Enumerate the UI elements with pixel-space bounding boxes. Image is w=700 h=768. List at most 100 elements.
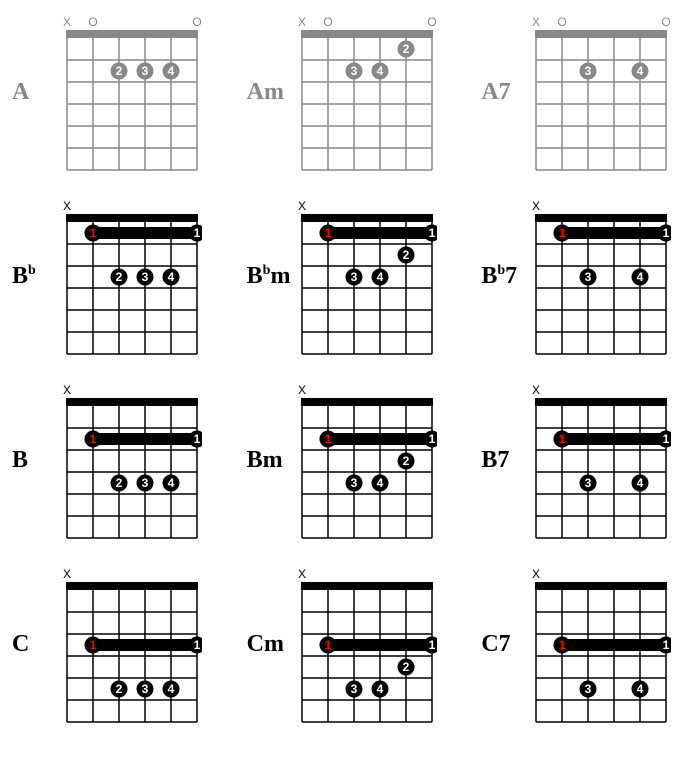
chord-name: Bbm <box>247 264 291 288</box>
string-marker: X <box>532 383 540 397</box>
chord-cell: BmX11342 <box>247 380 454 540</box>
fretboard-svg: X11234 <box>62 564 202 724</box>
chord-diagram: XOO234 <box>62 12 219 172</box>
barre-label: 1 <box>324 638 331 652</box>
fretboard-svg: X 1 1 3 4 2 <box>297 564 437 724</box>
fretboard-svg: XOO34 <box>531 12 671 172</box>
chord-cell: BbX11234 <box>12 196 219 356</box>
string-marker: X <box>532 567 540 581</box>
nut <box>66 582 198 590</box>
chord-name: Cm <box>247 632 291 656</box>
finger-label: 4 <box>168 682 175 696</box>
chord-diagram: X 1 1 3 4 <box>531 196 688 356</box>
barre <box>554 433 672 445</box>
finger-label: 2 <box>116 682 123 696</box>
string-marker: X <box>63 567 71 581</box>
string-marker: X <box>532 199 540 213</box>
finger-label: 3 <box>585 476 592 490</box>
chord-diagram: XOO34 <box>531 12 688 172</box>
finger-label: 2 <box>116 476 123 490</box>
chord-cell: AmXOO342 <box>247 12 454 172</box>
finger-label: 4 <box>637 476 644 490</box>
finger-label: 2 <box>402 660 409 674</box>
string-marker: O <box>558 15 567 29</box>
barre <box>85 433 203 445</box>
finger-label: 4 <box>168 64 175 78</box>
barre-label: 1 <box>428 638 435 652</box>
finger-label: 4 <box>376 682 383 696</box>
barre-label: 1 <box>663 226 670 240</box>
barre <box>319 433 437 445</box>
chord-chart-grid: AXOO234AmXOO342A7XOO34BbX11234BbmX11342B… <box>12 12 688 724</box>
chord-name: Bb7 <box>481 264 525 288</box>
finger-label: 2 <box>402 42 409 56</box>
barre-label: 1 <box>90 226 97 240</box>
chord-diagram: X11234 <box>62 196 219 356</box>
string-marker: X <box>298 199 306 213</box>
chord-name: B <box>12 448 56 472</box>
string-marker: X <box>63 15 71 29</box>
barre-label: 1 <box>428 226 435 240</box>
string-marker: X <box>298 567 306 581</box>
chord-diagram: X11234 <box>62 380 219 540</box>
chord-name: Bm <box>247 448 291 472</box>
finger-label: 3 <box>142 64 149 78</box>
finger-label: 4 <box>637 64 644 78</box>
string-marker: O <box>662 15 671 29</box>
chord-cell: BbmX11342 <box>247 196 454 356</box>
chord-name: A <box>12 80 56 104</box>
chord-name: Bb <box>12 264 56 288</box>
string-marker: X <box>532 15 540 29</box>
string-marker: X <box>63 199 71 213</box>
barre <box>554 227 672 239</box>
string-marker: X <box>298 15 306 29</box>
fretboard-svg: X11342 <box>297 196 437 356</box>
barre <box>319 639 437 651</box>
finger-label: 4 <box>168 476 175 490</box>
nut <box>66 30 198 38</box>
barre-label: 1 <box>194 432 201 446</box>
fretboard-svg: X 1 1 3 4 <box>531 196 671 356</box>
barre <box>554 639 672 651</box>
finger-label: 4 <box>376 270 383 284</box>
finger-label: 4 <box>376 476 383 490</box>
finger-label: 4 <box>637 682 644 696</box>
chord-cell: A7XOO34 <box>481 12 688 172</box>
finger-label: 3 <box>350 270 357 284</box>
chord-cell: AXOO234 <box>12 12 219 172</box>
chord-cell: B7X1134 <box>481 380 688 540</box>
nut <box>301 214 433 222</box>
chord-diagram: X 1 1 3 4 2 <box>297 564 454 724</box>
chord-diagram: X1134 <box>531 564 688 724</box>
barre-label: 1 <box>663 638 670 652</box>
fretboard-svg: X11342 <box>297 380 437 540</box>
nut <box>301 398 433 406</box>
barre-label: 1 <box>559 432 566 446</box>
fretboard-svg: X1134 <box>531 380 671 540</box>
nut <box>535 582 667 590</box>
nut <box>66 214 198 222</box>
finger-label: 4 <box>637 270 644 284</box>
finger-label: 3 <box>350 64 357 78</box>
nut <box>535 214 667 222</box>
chord-name: B7 <box>481 448 525 472</box>
barre-label: 1 <box>559 226 566 240</box>
nut <box>535 398 667 406</box>
string-marker: O <box>192 15 201 29</box>
chord-diagram: X11234 <box>62 564 219 724</box>
finger-label: 3 <box>350 682 357 696</box>
barre-label: 1 <box>194 226 201 240</box>
chord-diagram: X11342 <box>297 380 454 540</box>
fretboard-svg: X11234 <box>62 380 202 540</box>
finger-label: 3 <box>585 270 592 284</box>
barre <box>85 639 203 651</box>
barre-label: 1 <box>324 226 331 240</box>
barre <box>319 227 437 239</box>
barre-label: 1 <box>324 432 331 446</box>
fretboard-svg: XOO342 <box>297 12 437 172</box>
barre-label: 1 <box>559 638 566 652</box>
string-marker: O <box>323 15 332 29</box>
barre-label: 1 <box>90 638 97 652</box>
chord-diagram: X11342 <box>297 196 454 356</box>
barre-label: 1 <box>90 432 97 446</box>
